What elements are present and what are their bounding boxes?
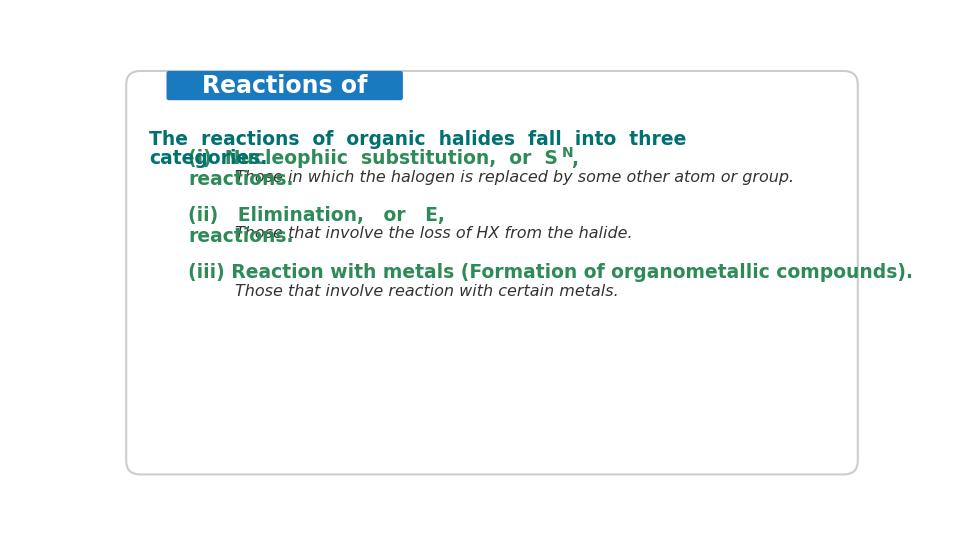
FancyBboxPatch shape	[126, 71, 858, 475]
Text: Reactions of: Reactions of	[202, 73, 367, 98]
Text: reactions.: reactions.	[188, 226, 294, 246]
Text: categories.: categories.	[150, 150, 268, 168]
Text: Those in which the halogen is replaced by some other atom or group.: Those in which the halogen is replaced b…	[234, 170, 794, 185]
Text: (i)  Nucleophiic  substitution,  or  S: (i) Nucleophiic substitution, or S	[188, 150, 558, 168]
Text: (ii)   Elimination,   or   E,: (ii) Elimination, or E,	[188, 206, 445, 225]
Text: Those that involve reaction with certain metals.: Those that involve reaction with certain…	[234, 284, 618, 299]
Text: reactions.: reactions.	[188, 170, 294, 188]
FancyBboxPatch shape	[166, 71, 403, 100]
Text: (iii) Reaction with metals (Formation of organometallic compounds).: (iii) Reaction with metals (Formation of…	[188, 262, 913, 282]
Text: The  reactions  of  organic  halides  fall  into  three: The reactions of organic halides fall in…	[150, 130, 686, 149]
Text: ,: ,	[571, 150, 578, 168]
Text: N: N	[562, 146, 573, 160]
Text: Those that involve the loss of HX from the halide.: Those that involve the loss of HX from t…	[234, 226, 633, 241]
